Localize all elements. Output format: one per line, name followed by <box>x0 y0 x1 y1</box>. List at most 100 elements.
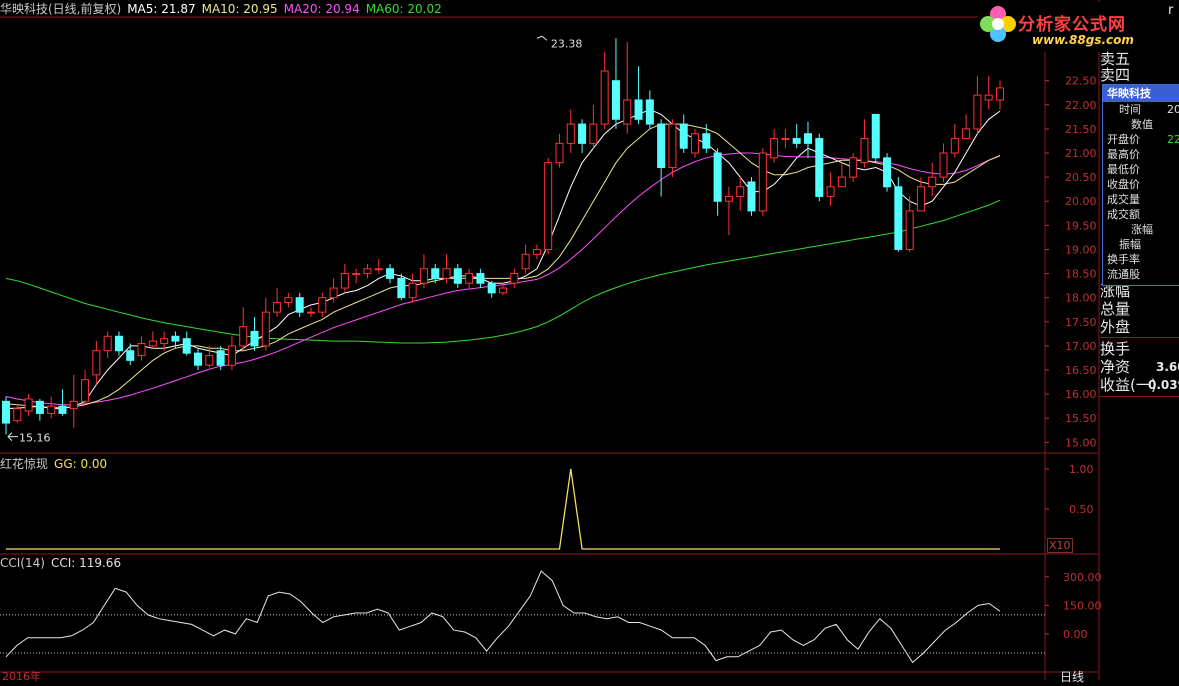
candle-body-up <box>273 302 282 313</box>
candle-body-up <box>860 138 869 164</box>
candle <box>114 331 123 356</box>
candle-body-down <box>453 268 462 284</box>
candle <box>352 268 361 284</box>
candle-body-up <box>623 99 632 125</box>
candle <box>194 348 203 371</box>
cci-indicator <box>0 570 1045 664</box>
rp-label: 净资 <box>1100 358 1131 376</box>
candle <box>792 124 801 149</box>
candle <box>397 273 406 301</box>
candle-body-up <box>984 94 993 101</box>
candle <box>408 273 417 303</box>
candle-body-up <box>24 398 33 412</box>
candle <box>747 177 756 216</box>
scale-tag: X10 <box>1047 538 1073 553</box>
tooltip-row: 数值 <box>1103 117 1179 132</box>
candle-body-down <box>679 123 688 149</box>
candle-body-down <box>1 400 11 424</box>
tooltip-label: 最低价 <box>1107 163 1140 176</box>
candle <box>35 398 44 421</box>
tooltip-value: 20 <box>1167 103 1179 116</box>
candle <box>216 345 225 371</box>
period-label[interactable]: 日线 <box>1060 670 1085 684</box>
candle <box>894 177 903 252</box>
candle <box>724 186 733 235</box>
tooltip-label: 振幅 <box>1119 238 1141 251</box>
candle <box>386 263 395 284</box>
y-tick-label: 18.00 <box>1065 292 1097 305</box>
tooltip-row: 成交额 <box>1103 207 1179 222</box>
candle <box>589 104 598 149</box>
ma60-series <box>5 199 1001 344</box>
tooltip-label: 时间 <box>1119 103 1141 116</box>
candle-body-up <box>770 138 779 159</box>
candle-body-up <box>340 273 349 289</box>
candle <box>250 316 259 351</box>
candle-body-up <box>849 157 858 178</box>
candle <box>103 331 112 358</box>
chart-frame <box>0 0 1100 680</box>
candle <box>702 124 711 154</box>
candle-body-up <box>668 123 677 168</box>
candle <box>781 128 790 149</box>
candle <box>928 162 937 197</box>
candle-body-up <box>498 287 508 294</box>
candle-body-up <box>781 138 790 141</box>
y-tick-label: 19.50 <box>1065 219 1097 232</box>
candle-body-up <box>47 405 56 414</box>
logo-url: www.88gs.com <box>1032 33 1134 47</box>
site-logo: 分析家公式网 www.88gs.com <box>978 2 1179 52</box>
y-tick-label: 1.00 <box>1069 463 1094 476</box>
candle <box>137 336 146 361</box>
candle-body-down <box>634 99 643 120</box>
candle-body-down <box>871 113 880 159</box>
tooltip-row: 收盘价 <box>1103 177 1179 192</box>
ma60-line <box>5 199 1001 344</box>
candle <box>239 307 248 351</box>
candle <box>13 403 22 424</box>
candle <box>273 288 282 317</box>
candle <box>758 148 767 216</box>
candle <box>306 307 315 317</box>
rp-row-5: 收益(一)0.039 <box>1100 376 1179 394</box>
candle-body-up <box>555 142 564 164</box>
candle-body-up <box>148 340 157 347</box>
candle <box>521 244 530 274</box>
candle <box>532 244 541 260</box>
candle-body-down <box>645 99 654 125</box>
candle <box>47 396 56 419</box>
candle <box>69 374 78 428</box>
candle <box>24 394 33 416</box>
candle-body-up <box>928 176 937 188</box>
ma10-line <box>5 123 1001 409</box>
candle-body-down <box>216 350 225 366</box>
candle <box>487 280 496 298</box>
candle-body-down <box>894 186 903 250</box>
candle <box>171 331 180 349</box>
candle <box>340 263 349 293</box>
logo-text: 分析家公式网 <box>1018 15 1126 35</box>
ma60-label: MA60: 20.02 <box>365 2 442 16</box>
candle <box>691 128 700 158</box>
candle <box>713 148 722 216</box>
candle <box>679 114 688 154</box>
candle-body-up <box>92 350 101 376</box>
candle-body-up <box>442 268 451 279</box>
candle <box>973 75 982 134</box>
y-tick-label: 0.00 <box>1063 628 1088 641</box>
candle-body-up <box>995 87 1005 101</box>
candle <box>81 370 90 404</box>
candle-body-down <box>397 277 406 299</box>
candle-body-down <box>386 268 395 279</box>
rp-divider <box>1100 396 1179 397</box>
rp-label: 换手 <box>1100 340 1131 358</box>
rp-value: 3.60 <box>1156 360 1179 374</box>
candle-body-up <box>13 408 22 422</box>
tooltip-label: 最高价 <box>1107 148 1140 161</box>
candle-body-up <box>69 400 78 410</box>
tooltip-row: 开盘价 22 <box>1103 132 1179 147</box>
candlesticks <box>1 38 1005 435</box>
tooltip-label: 数值 <box>1131 118 1153 131</box>
cci-series <box>5 570 1001 664</box>
